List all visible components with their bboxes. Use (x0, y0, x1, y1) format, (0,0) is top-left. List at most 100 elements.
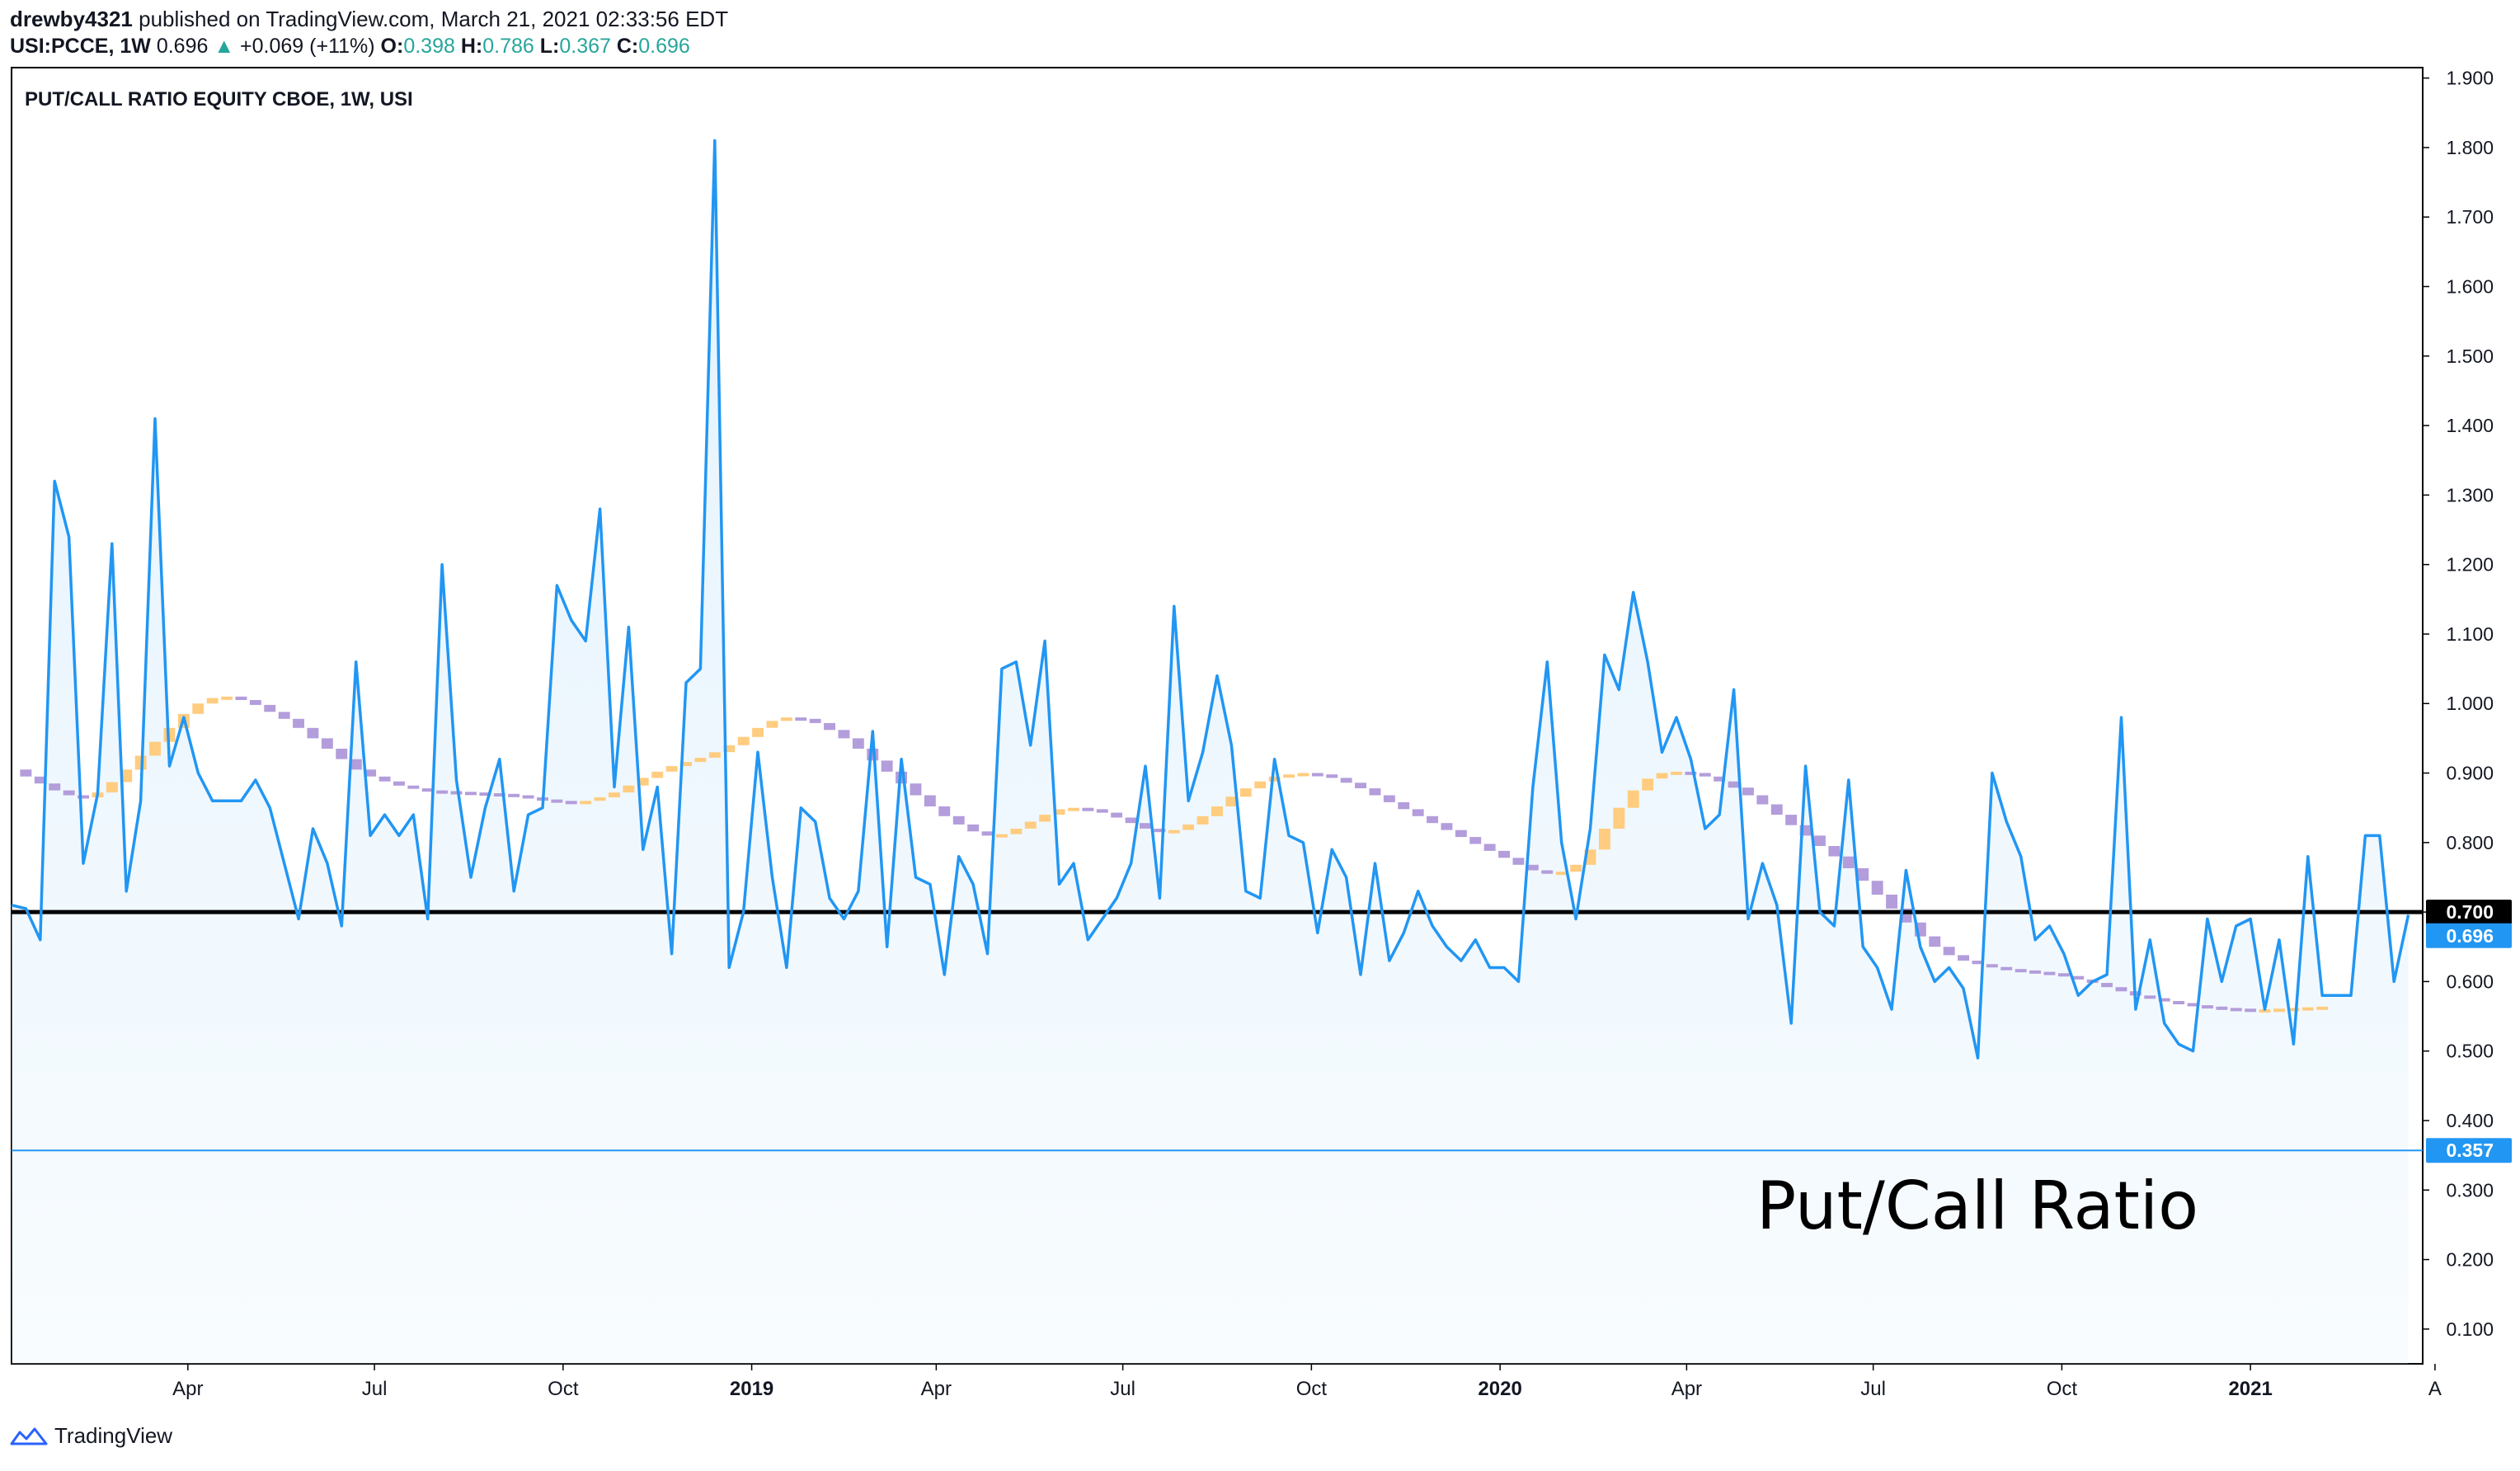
ma-column (1986, 964, 1998, 968)
ma-column (838, 730, 850, 739)
ma-column (766, 721, 778, 728)
x-tick-label: Jul (362, 1378, 388, 1400)
y-tick-label: 1.800 (2446, 137, 2494, 158)
ma-column (1627, 790, 1639, 808)
y-tick-label: 0.100 (2446, 1318, 2494, 1340)
symbol-label[interactable]: USI:PCCE, 1W (10, 35, 151, 58)
ma-column (1886, 895, 1897, 909)
ma-column (1455, 829, 1467, 838)
ma-column (2202, 1005, 2213, 1009)
x-tick-label: Oct (1296, 1378, 1328, 1400)
y-tick-label: 0.300 (2446, 1179, 2494, 1201)
ma-column (2259, 1009, 2271, 1013)
ma-column (1010, 829, 1023, 834)
ma-column (2144, 995, 2156, 999)
ma-column (1814, 835, 1826, 846)
ma-column (493, 793, 505, 797)
ma-column (594, 797, 606, 801)
ma-column (249, 700, 261, 705)
y-tick-label: 0.900 (2446, 763, 2494, 784)
x-tick-label: Jul (1110, 1378, 1135, 1400)
ma-column (737, 736, 750, 745)
ma-column (1283, 774, 1295, 778)
ma-column (206, 698, 219, 704)
ma-column (1714, 776, 1726, 782)
ma-column (1182, 824, 1195, 830)
ma-column (1239, 788, 1252, 797)
y-tick-label: 1.200 (2446, 554, 2494, 576)
ma-column (421, 788, 434, 792)
ma-column (580, 801, 592, 805)
open-value: 0.398 (403, 35, 455, 58)
y-tick-label: 1.900 (2446, 68, 2494, 89)
ma-column (1742, 787, 1754, 796)
ma-column (1140, 823, 1151, 829)
ma-column (1197, 815, 1209, 825)
ma-column (1613, 807, 1625, 829)
ma-column (2072, 975, 2085, 980)
ma-column (1427, 815, 1438, 824)
ma-column (1656, 773, 1668, 779)
ma-column (1943, 947, 1955, 956)
ma-column (1828, 846, 1841, 857)
change-value: +0.069 (+11%) (240, 35, 375, 58)
open-label: O: (380, 35, 404, 58)
ma-column (1770, 804, 1783, 815)
x-tick-label: 2020 (1478, 1378, 1521, 1400)
ma-column (1570, 864, 1582, 872)
ma-column (1326, 774, 1338, 778)
x-tick-label: Oct (2047, 1378, 2078, 1400)
ma-column (1441, 823, 1453, 830)
author[interactable]: drewby4321 (10, 7, 133, 31)
ma-column (924, 795, 936, 806)
low-value: 0.367 (559, 35, 611, 58)
ma-column (2230, 1008, 2242, 1012)
y-tick-label: 1.000 (2446, 693, 2494, 714)
ma-column (2101, 983, 2113, 988)
ma-column (1857, 868, 1869, 881)
ma-column (1728, 781, 1740, 788)
ma-column (551, 799, 563, 803)
ma-column (264, 704, 276, 712)
ma-column (1369, 788, 1381, 796)
ma-column (1526, 864, 1539, 871)
x-tick-label: Apr (1671, 1378, 1702, 1400)
ma-column (1599, 829, 1610, 850)
ma-column (278, 712, 290, 719)
ma-column (708, 752, 721, 758)
ma-column (651, 771, 664, 778)
ma-column (1053, 809, 1065, 815)
ma-column (78, 795, 89, 799)
series-line[interactable] (11, 139, 2410, 1060)
ma-column (1512, 858, 1525, 865)
ma-column (2287, 1008, 2300, 1012)
publish-text: published on TradingView.com, March 21, … (139, 7, 729, 31)
ma-column (2187, 1003, 2199, 1007)
ma-column (1225, 797, 1238, 806)
ma-column (2273, 1008, 2285, 1013)
ma-column (1685, 771, 1697, 775)
ma-column (1111, 812, 1123, 818)
x-tick-label: 2021 (2228, 1378, 2272, 1400)
ma-column (1268, 776, 1281, 782)
ma-column (981, 831, 994, 836)
close-label: C: (616, 35, 639, 58)
ma-column (1254, 781, 1267, 789)
ma-column (364, 769, 377, 777)
ma-column (450, 791, 463, 795)
ma-column (1469, 837, 1482, 844)
ma-column (436, 790, 449, 794)
ma-column (752, 727, 764, 737)
y-tick-label: 0.600 (2446, 970, 2494, 992)
low-label: L: (539, 35, 560, 58)
footer-brand[interactable]: TradingView (10, 1423, 172, 1449)
ma-column (336, 749, 348, 759)
ma-column (1383, 795, 1395, 802)
y-tick-label: 0.500 (2446, 1041, 2494, 1062)
ma-column (393, 781, 405, 786)
hline-price-tag: 0.700 (2446, 901, 2494, 923)
ma-column (1125, 817, 1137, 824)
high-label: H: (460, 35, 483, 58)
